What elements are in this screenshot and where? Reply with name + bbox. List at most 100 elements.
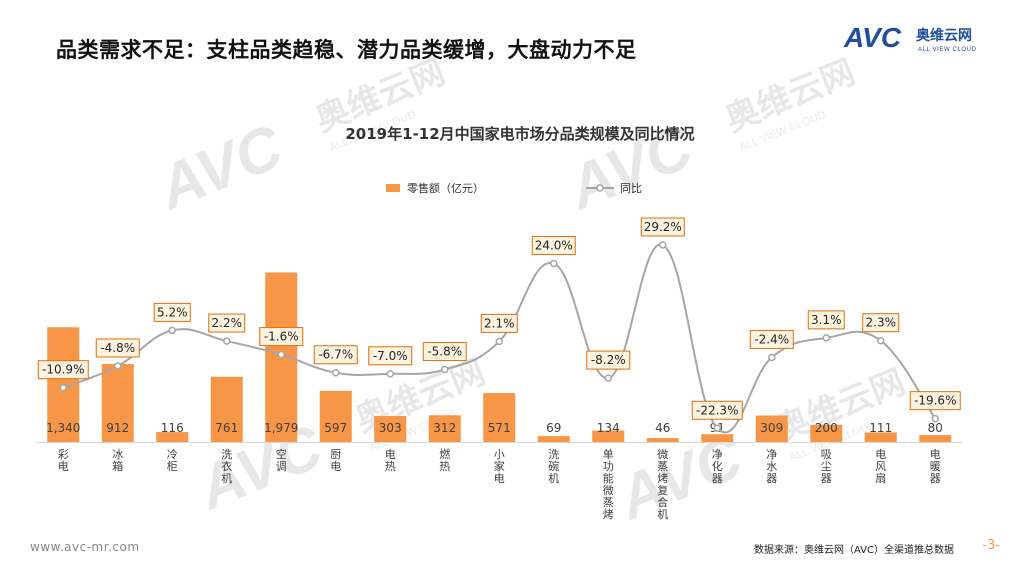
category-label-3: 洗衣机 bbox=[221, 448, 232, 485]
yoy-label-4: -1.6% bbox=[264, 330, 299, 344]
yoy-label-box-14 bbox=[807, 310, 845, 330]
bar-11 bbox=[646, 438, 679, 442]
bar-5 bbox=[319, 390, 352, 442]
yoy-label-6: -7.0% bbox=[373, 349, 408, 363]
bar-value-label-0: 1,340 bbox=[46, 421, 80, 435]
bar-value-label-10: 134 bbox=[597, 421, 620, 435]
bar-value-label-9: 69 bbox=[546, 421, 561, 435]
yoy-label-box-13 bbox=[749, 329, 794, 349]
bar-14 bbox=[810, 424, 843, 442]
bar-6 bbox=[374, 416, 407, 442]
yoy-point-16 bbox=[931, 414, 939, 423]
yoy-label-box-5 bbox=[313, 345, 358, 365]
page-headline: 品类需求不足：支柱品类趋稳、潜力品类缓增，大盘动力不足 bbox=[56, 38, 637, 62]
yoy-label-14: 3.1% bbox=[811, 313, 842, 327]
bar-value-label-11: 46 bbox=[655, 421, 670, 435]
bar-value-label-2: 116 bbox=[161, 421, 184, 435]
yoy-point-14 bbox=[822, 334, 830, 342]
footer-source: 数据来源：奥维云网（AVC）全渠道推总数据 bbox=[753, 545, 954, 556]
category-label-0: 彩电 bbox=[58, 448, 69, 473]
category-label-8: 小家电 bbox=[494, 448, 505, 485]
yoy-label-12: -22.3% bbox=[696, 403, 738, 417]
yoy-label-box-10 bbox=[586, 350, 631, 370]
bar-value-label-8: 571 bbox=[488, 421, 511, 435]
bar-value-label-4: 1,979 bbox=[264, 421, 298, 435]
yoy-label-13: -2.4% bbox=[754, 332, 789, 346]
bar-value-label-7: 312 bbox=[433, 421, 456, 435]
yoy-label-box-8 bbox=[480, 313, 518, 333]
yoy-label-box-2 bbox=[153, 302, 191, 322]
yoy-point-12 bbox=[713, 424, 721, 433]
yoy-point-10 bbox=[604, 374, 612, 382]
bar-8 bbox=[483, 393, 516, 442]
category-label-2: 冷柜 bbox=[167, 448, 178, 473]
yoy-label-box-11 bbox=[640, 217, 685, 237]
bar-13 bbox=[755, 415, 788, 442]
yoy-label-3: 2.2% bbox=[212, 316, 243, 330]
yoy-label-8: 2.1% bbox=[484, 316, 515, 330]
category-label-10: 单功能微蒸烤 bbox=[603, 448, 614, 521]
yoy-label-box-12 bbox=[691, 400, 743, 420]
yoy-label-box-16 bbox=[909, 391, 961, 411]
yoy-label-box-7 bbox=[422, 342, 467, 362]
bar-3 bbox=[210, 376, 243, 442]
yoy-point-0 bbox=[59, 383, 67, 392]
yoy-point-1 bbox=[114, 362, 122, 370]
bar-12 bbox=[701, 434, 734, 442]
yoy-point-5 bbox=[332, 368, 340, 377]
logo-mark: AVC bbox=[843, 22, 902, 53]
yoy-label-9: 24.0% bbox=[535, 238, 573, 252]
category-label-4: 空调 bbox=[276, 447, 287, 473]
category-label-13: 净水器 bbox=[766, 447, 777, 485]
legend-swatch-bar bbox=[386, 184, 400, 192]
bar-value-label-3: 761 bbox=[215, 421, 238, 435]
yoy-label-5: -6.7% bbox=[318, 348, 353, 362]
logo-tagline: ALL VIEW CLOUD bbox=[918, 47, 977, 53]
yoy-label-11: 29.2% bbox=[644, 220, 682, 234]
yoy-label-2: 5.2% bbox=[157, 305, 188, 319]
yoy-label-16: -19.6% bbox=[914, 394, 956, 408]
bar-value-label-15: 111 bbox=[869, 421, 892, 435]
bar-15 bbox=[864, 432, 897, 442]
yoy-label-1: -4.8% bbox=[100, 341, 135, 355]
legend-marker-line bbox=[596, 184, 604, 192]
bar-16 bbox=[919, 435, 952, 442]
category-label-9: 洗碗机 bbox=[548, 448, 559, 485]
yoy-label-box-1 bbox=[95, 338, 140, 358]
bar-value-label-6: 303 bbox=[379, 421, 402, 435]
footer-url[interactable]: www.avc-mr.com bbox=[30, 540, 140, 554]
yoy-point-2 bbox=[168, 326, 176, 335]
yoy-point-9 bbox=[550, 259, 558, 268]
yoy-label-box-3 bbox=[208, 313, 246, 333]
yoy-point-15 bbox=[877, 336, 885, 345]
bar-value-label-5: 597 bbox=[324, 421, 347, 435]
yoy-label-box-15 bbox=[862, 313, 900, 333]
bar-value-label-1: 912 bbox=[106, 421, 129, 435]
legend-label-line: 同比 bbox=[620, 182, 642, 195]
bar-1 bbox=[101, 363, 134, 442]
yoy-label-15: 2.3% bbox=[866, 316, 897, 330]
yoy-point-8 bbox=[495, 337, 503, 346]
category-label-6: 电热 bbox=[385, 448, 396, 473]
yoy-point-7 bbox=[441, 365, 449, 374]
avc-logo: AVC 奥维云网 ALL VIEW CLOUD bbox=[843, 22, 977, 53]
category-label-5: 厨电 bbox=[330, 448, 341, 473]
yoy-label-box-0 bbox=[37, 360, 89, 380]
category-label-16: 电暖器 bbox=[930, 448, 941, 485]
chart-title: 2019年1-12月中国家电市场分品类规模及同比情况 bbox=[345, 125, 694, 143]
bar-7 bbox=[428, 415, 461, 442]
yoy-label-10: -8.2% bbox=[591, 353, 626, 367]
bar-9 bbox=[537, 436, 570, 442]
yoy-point-6 bbox=[386, 370, 394, 378]
bar-2 bbox=[156, 432, 189, 442]
category-label-11: 微蒸烤复合机 bbox=[657, 447, 668, 521]
logo-name: 奥维云网 bbox=[916, 27, 972, 44]
yoy-point-13 bbox=[768, 353, 776, 362]
page-number: -3- bbox=[982, 538, 1000, 553]
category-label-7: 燃热 bbox=[439, 447, 450, 473]
category-label-1: 冰箱 bbox=[112, 448, 123, 473]
yoy-label-0: -10.9% bbox=[42, 363, 84, 377]
category-label-14: 吸尘器 bbox=[821, 448, 832, 485]
bar-value-label-16: 80 bbox=[928, 421, 943, 435]
